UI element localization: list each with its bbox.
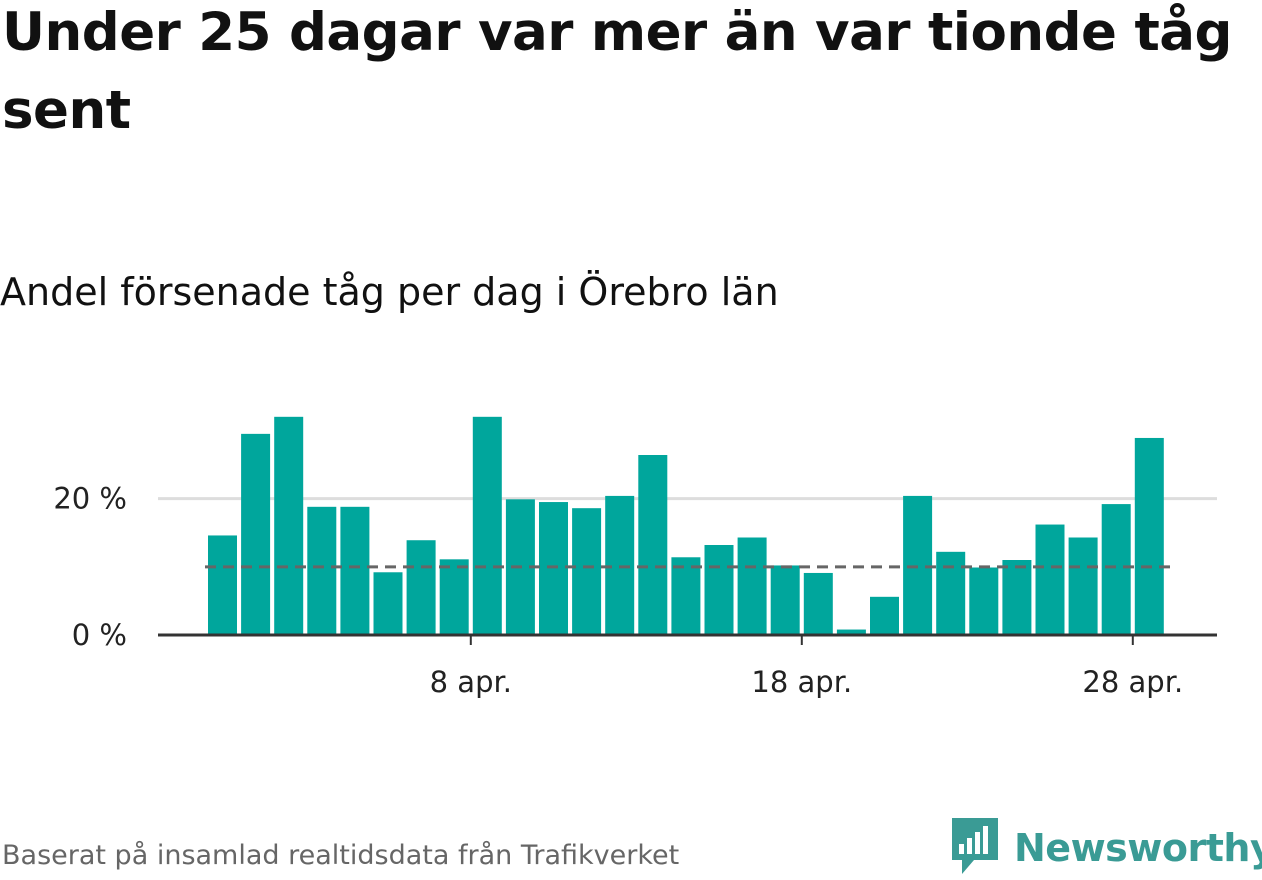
bar	[770, 565, 800, 635]
bar	[472, 416, 502, 635]
brand-name: Newsworthy	[1014, 826, 1262, 870]
bar	[803, 572, 833, 635]
chart-subtitle: Andel försenade tåg per dag i Örebro län	[0, 270, 779, 314]
bar	[836, 629, 866, 635]
source-note: Baserat på insamlad realtidsdata från Tr…	[2, 840, 680, 871]
bar	[1134, 437, 1164, 635]
bar	[373, 572, 403, 635]
bars	[208, 416, 1164, 635]
bar	[208, 535, 237, 635]
bar	[340, 506, 370, 635]
bar	[539, 502, 568, 635]
bar	[241, 433, 271, 635]
bar	[638, 455, 668, 635]
x-tick-label: 8 apr.	[430, 665, 512, 699]
newsworthy-logo-icon	[950, 816, 1000, 880]
y-tick-label: 0 %	[72, 618, 127, 652]
bar	[704, 545, 734, 635]
bar	[1068, 537, 1098, 635]
brand-logo: Newsworthy	[950, 818, 1262, 878]
y-tick-label: 20 %	[53, 482, 127, 516]
bar	[737, 537, 767, 635]
bar	[870, 596, 899, 635]
bar	[969, 567, 999, 635]
axes: 0 % 20 % 8 apr. 18 apr. 28 apr.	[53, 482, 1217, 699]
bar	[439, 559, 469, 635]
bar	[936, 551, 966, 635]
x-tick-label: 18 apr.	[751, 665, 852, 699]
bar	[274, 416, 304, 635]
bar	[307, 506, 337, 635]
x-tick-label: 28 apr.	[1082, 665, 1183, 699]
bar	[406, 540, 436, 635]
bar	[671, 557, 701, 635]
bar	[1002, 560, 1032, 635]
bar-chart: 0 % 20 % 8 apr. 18 apr. 28 apr.	[53, 416, 1217, 699]
bar	[572, 508, 602, 635]
bar	[1035, 524, 1065, 635]
bar	[1101, 504, 1131, 635]
chart-title: Under 25 dagar var mer än var tionde tåg…	[2, 2, 1232, 141]
